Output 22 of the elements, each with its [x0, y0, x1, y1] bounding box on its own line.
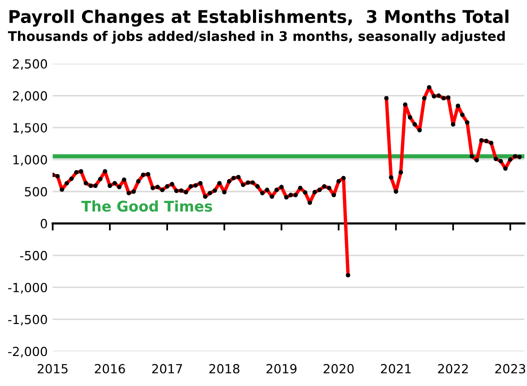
- y-tick-label: -2,000: [8, 346, 48, 358]
- x-tick-label: 2019: [266, 364, 297, 374]
- y-tick-label: 1,500: [13, 123, 48, 134]
- y-tick-label: 1,000: [13, 155, 48, 166]
- chart-subtitle: Thousands of jobs added/slashed in 3 months, seasonally adjusted: [8, 30, 505, 44]
- x-tick-label: 2016: [94, 364, 125, 374]
- x-tick-label: 2015: [38, 364, 68, 374]
- ref-line-label: The Good Times: [81, 200, 212, 212]
- y-tick-label: 500: [24, 186, 48, 196]
- y-tick-label: 0: [40, 218, 48, 228]
- chart-title: Payroll Changes at Establishments, 3 Months Total: [10, 10, 508, 27]
- x-tick-label: 2023: [495, 364, 526, 374]
- y-tick-label: 2,000: [12, 91, 48, 102]
- y-tick-label: 2,500: [12, 59, 48, 70]
- y-tick-label: -1,500: [8, 314, 48, 326]
- x-tick-label: 2020: [324, 364, 354, 374]
- x-tick-label: 2022: [438, 364, 468, 374]
- y-tick-label: -1,000: [8, 282, 48, 294]
- x-tick-label: 2021: [380, 364, 411, 374]
- x-tick-label: 2017: [152, 364, 182, 374]
- y-tick-label: -500: [20, 250, 48, 260]
- x-tick-label: 2018: [209, 364, 240, 374]
